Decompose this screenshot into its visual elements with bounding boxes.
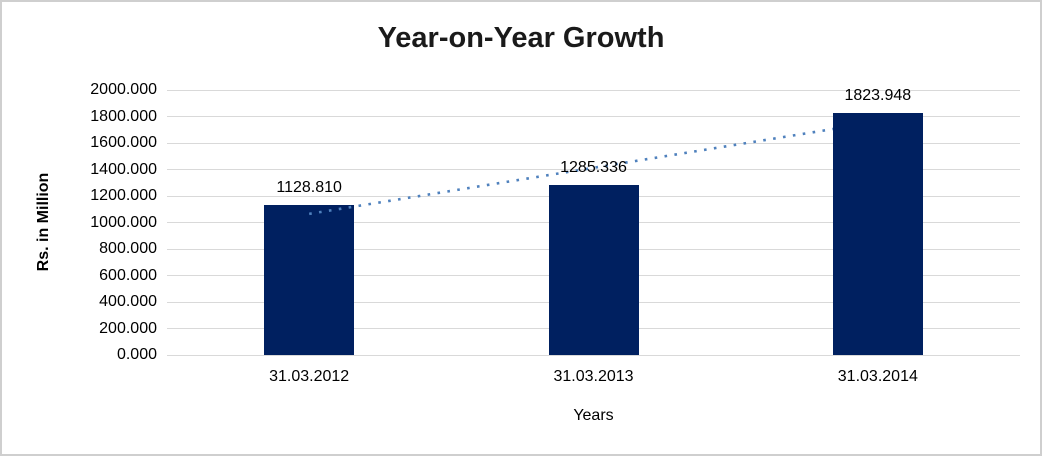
y-tick-label: 1800.000	[90, 107, 157, 125]
gridline	[167, 354, 1020, 356]
bar-data-label: 1128.810	[276, 179, 342, 197]
y-tick-label: 2000.000	[90, 81, 157, 98]
x-tick-label: 31.03.2012	[269, 368, 350, 385]
x-tick-label: 31.03.2013	[553, 368, 634, 385]
y-tick-label: 600.000	[99, 266, 157, 284]
bar-data-label: 1285.336	[560, 158, 627, 176]
y-tick-label: 1400.000	[90, 160, 157, 178]
x-tick-label: 31.03.2014	[837, 368, 918, 385]
y-tick-label: 800.000	[99, 240, 157, 257]
bar	[548, 184, 639, 355]
gridline	[167, 89, 1020, 91]
y-tick-label: 400.000	[99, 293, 157, 310]
y-tick-label: 0.000	[116, 346, 157, 363]
bar	[264, 205, 355, 355]
gridline	[167, 116, 1020, 117]
y-tick-label: 1200.000	[90, 187, 157, 204]
y-tick-label: 1600.000	[90, 134, 157, 151]
x-axis-title: Years	[573, 407, 614, 424]
chart-title: Year-on-Year Growth	[377, 22, 665, 54]
bar	[832, 113, 923, 355]
y-tick-label: 200.000	[99, 319, 157, 337]
y-tick-label: 1000.000	[90, 213, 157, 231]
bar-data-label: 1823.948	[844, 87, 912, 105]
